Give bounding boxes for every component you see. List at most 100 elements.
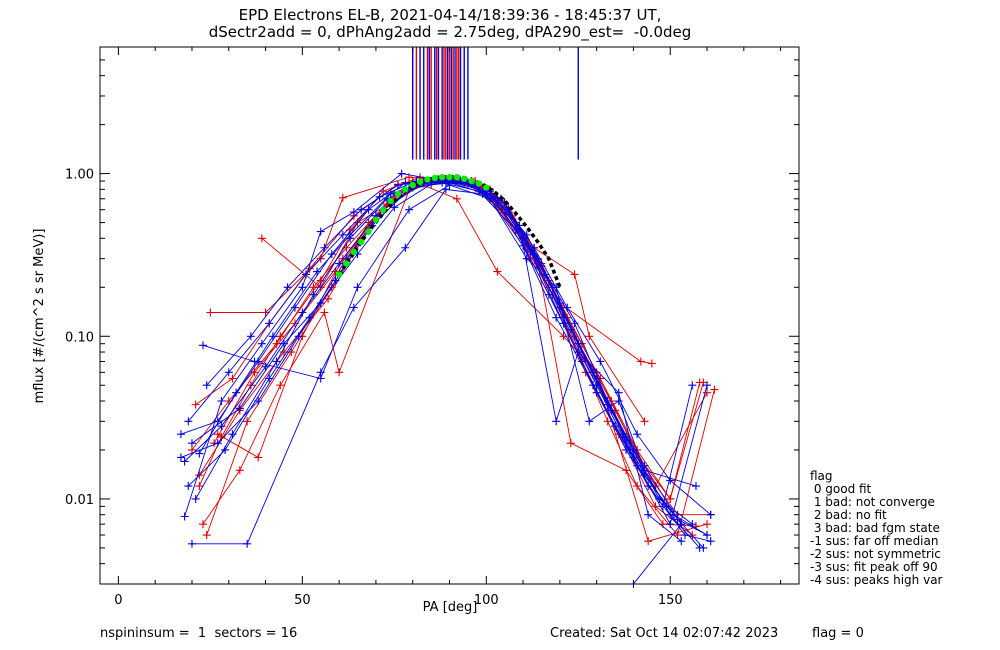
red-series-line-2 xyxy=(261,180,645,422)
blue-series-point-9-4 xyxy=(357,205,366,214)
red-series-point-0-2 xyxy=(246,381,255,390)
blue-series-point-9-2 xyxy=(283,283,292,292)
red-series-point-4-0 xyxy=(187,445,196,454)
blue-series-line-8 xyxy=(180,182,711,542)
red-series-point-6-1 xyxy=(228,374,237,383)
blue-series-point-1-0 xyxy=(180,512,189,521)
blue-series-point-10-13 xyxy=(655,494,664,503)
blue-series-point-8-12 xyxy=(611,422,620,431)
blue-series-point-3-1 xyxy=(243,539,252,548)
blue-series-point-7-14 xyxy=(703,381,712,390)
red-series-point-1-9 xyxy=(636,357,645,366)
red-series-point-5-10 xyxy=(644,537,653,546)
blue-series-point-4-14 xyxy=(706,510,715,519)
footer-created: Created: Sat Oct 14 02:07:42 2023 xyxy=(550,626,779,641)
y-tick-label-0: 0.01 xyxy=(65,493,94,508)
blue-series-point-11-2 xyxy=(279,339,288,348)
green-point-2 xyxy=(350,248,358,256)
x-tick-label-0: 0 xyxy=(114,593,122,608)
blue-series-point-3-4 xyxy=(401,243,410,252)
blue-series-point-10-1 xyxy=(224,368,233,377)
blue-series-point-9-0 xyxy=(202,381,211,390)
green-point-0 xyxy=(335,271,343,278)
x-tick-label-3: 150 xyxy=(658,593,683,608)
red-series-point-8-1 xyxy=(254,453,263,462)
chart-subtitle: dSectr2add = 0, dPhAng2add = 2.75deg, dP… xyxy=(208,23,692,41)
blue-series-point-4-11 xyxy=(596,357,605,366)
blue-series-point-10-2 xyxy=(265,319,274,328)
blue-series-point-4-2 xyxy=(268,332,277,341)
blue-series-point-3-11 xyxy=(644,510,653,519)
blue-series-point-8-0 xyxy=(176,453,185,462)
blue-series-point-6-9 xyxy=(519,241,528,250)
green-point-7 xyxy=(387,197,394,205)
blue-series-point-11-10 xyxy=(566,325,575,334)
footer-flag: flag = 0 xyxy=(812,626,864,641)
red-series-point-1-10 xyxy=(647,359,656,368)
blue-series-point-6-4 xyxy=(335,259,344,268)
legend-line-3: 2 bad: no fit xyxy=(810,508,887,522)
blue-series-point-5-8 xyxy=(552,283,561,292)
red-series-point-1-3 xyxy=(338,193,347,202)
red-series-point-5-2 xyxy=(276,381,285,390)
red-series-point-6-0 xyxy=(191,400,200,409)
blue-series-point-11-11 xyxy=(603,400,612,409)
footer-spin-info: nspininsum = 1 sectors = 16 xyxy=(100,626,298,641)
blue-series-point-1-4 xyxy=(316,227,325,236)
blue-series-point-3-8 xyxy=(552,417,561,426)
blue-series-point-5-12 xyxy=(691,482,700,491)
blue-series-point-8-3 xyxy=(294,332,303,341)
blue-series-point-9-3 xyxy=(320,243,329,252)
green-point-1 xyxy=(343,260,350,267)
red-series-point-8-9 xyxy=(566,439,575,448)
blue-series-point-4-5 xyxy=(386,189,395,198)
red-series-point-9-3 xyxy=(324,294,333,303)
blue-series-point-8-11 xyxy=(577,357,586,366)
blue-series-point-8-2 xyxy=(254,396,263,405)
green-point-19 xyxy=(475,180,483,187)
red-series-line-8 xyxy=(217,180,697,527)
y-tick-label-1: 0.10 xyxy=(65,330,94,345)
red-series-point-4-3 xyxy=(309,283,318,292)
green-point-20 xyxy=(483,184,490,191)
blue-series-point-3-3 xyxy=(349,303,358,312)
blue-series-point-4-1 xyxy=(232,388,241,397)
blue-series-point-11-12 xyxy=(640,461,649,470)
legend-line-0: flag xyxy=(810,469,833,483)
red-series-point-0-14 xyxy=(651,502,660,511)
legend-line-6: -2 sus: not symmetric xyxy=(810,547,941,561)
blue-series-point-11-14 xyxy=(703,531,712,540)
blue-series-point-5-1 xyxy=(250,357,259,366)
green-point-5 xyxy=(372,216,380,223)
x-tick-label-2: 100 xyxy=(474,593,499,608)
blue-series-point-10-3 xyxy=(302,270,311,279)
red-series-point-5-0 xyxy=(199,520,208,529)
blue-series-point-11-1 xyxy=(235,404,244,413)
blue-series-point-1-5 xyxy=(349,208,358,217)
blue-series-point-5-2 xyxy=(316,374,325,383)
blue-series-point-3-0 xyxy=(187,539,196,548)
blue-series-point-2-14 xyxy=(699,543,708,552)
blue-series-point-11-9 xyxy=(533,254,542,263)
blue-series-point-1-1 xyxy=(217,396,226,405)
green-point-9 xyxy=(402,186,409,193)
green-point-10 xyxy=(409,181,416,189)
x-tick-label-1: 50 xyxy=(294,593,311,608)
blue-series-point-7-0 xyxy=(191,494,200,503)
red-series-point-7-14 xyxy=(710,385,719,394)
red-series-point-3-13 xyxy=(703,388,712,397)
blue-series-point-11-0 xyxy=(187,439,196,448)
red-series-point-7-11 xyxy=(603,417,612,426)
blue-series-point-7-1 xyxy=(228,430,237,439)
legend-line-2: 1 bad: not converge xyxy=(810,495,935,509)
blue-series-line-7 xyxy=(195,180,708,526)
red-series-line-1 xyxy=(210,176,652,364)
red-series-point-2-8 xyxy=(585,332,594,341)
blue-series-point-8-15 xyxy=(706,537,715,546)
blue-series-point-7-10 xyxy=(559,319,568,328)
green-point-8 xyxy=(394,190,402,198)
blue-series-point-11-5 xyxy=(390,203,399,212)
green-point-3 xyxy=(358,238,365,246)
blue-series-point-7-2 xyxy=(272,357,281,366)
green-point-13 xyxy=(431,174,438,182)
